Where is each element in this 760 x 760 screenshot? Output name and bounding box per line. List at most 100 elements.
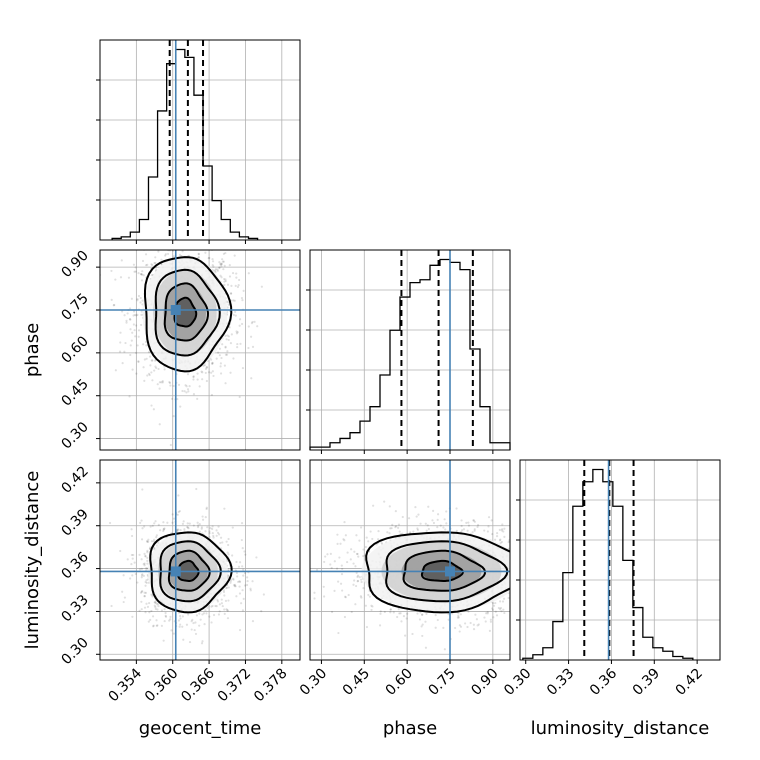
sample-point <box>513 620 515 622</box>
sample-point <box>220 276 223 279</box>
sample-point <box>147 620 150 623</box>
sample-point <box>207 371 211 374</box>
sample-point <box>136 299 139 302</box>
sample-point <box>144 591 148 594</box>
sample-point <box>119 341 122 344</box>
sample-point <box>424 522 427 525</box>
sample-point <box>143 358 146 361</box>
sample-point <box>121 310 124 313</box>
sample-point <box>178 242 180 244</box>
sample-point <box>219 362 222 365</box>
sample-point <box>493 604 496 607</box>
sample-point <box>204 367 208 370</box>
sample-point <box>511 557 513 559</box>
sample-point <box>169 443 172 447</box>
sample-point <box>225 587 228 590</box>
sample-point <box>240 322 244 326</box>
sample-point <box>370 608 373 612</box>
sample-point <box>241 366 245 370</box>
sample-point <box>169 384 172 387</box>
sample-point <box>436 513 440 516</box>
sample-point <box>487 516 491 519</box>
sample-point <box>211 527 214 531</box>
panel-inner <box>310 460 536 660</box>
sample-point <box>172 415 175 418</box>
sample-point <box>155 624 158 627</box>
sample-point <box>427 527 430 531</box>
sample-point <box>379 612 382 615</box>
sample-point <box>389 608 392 611</box>
sample-point <box>527 564 529 566</box>
sample-point <box>146 540 149 544</box>
sample-point <box>188 640 192 644</box>
sample-point <box>204 241 206 243</box>
sample-point <box>224 278 227 281</box>
panel-frame <box>309 249 511 451</box>
sample-point <box>459 625 463 628</box>
sample-point <box>128 307 132 310</box>
sample-point <box>476 523 480 527</box>
sample-point <box>354 565 357 568</box>
sample-point <box>205 365 208 369</box>
sample-point <box>186 245 188 247</box>
sample-point <box>145 579 148 582</box>
sample-point <box>182 638 185 641</box>
sample-point <box>191 618 194 621</box>
sample-point <box>499 608 502 611</box>
sample-point <box>185 623 189 626</box>
sample-point <box>458 630 461 633</box>
sample-point <box>229 292 233 295</box>
sample-point <box>214 270 217 274</box>
sample-point <box>220 356 223 360</box>
sample-point <box>512 538 514 540</box>
sample-point <box>191 227 193 229</box>
sample-point <box>148 601 151 605</box>
sample-point <box>136 581 139 584</box>
sample-point <box>137 335 140 338</box>
sample-point <box>534 543 536 545</box>
sample-point <box>367 540 370 543</box>
sample-point <box>344 534 347 537</box>
sample-point <box>490 519 493 522</box>
sample-point <box>148 230 150 232</box>
sample-point <box>243 550 246 553</box>
sample-point <box>134 335 137 338</box>
y-tick-label: 0.60 <box>58 333 91 366</box>
sample-point <box>208 615 211 618</box>
sample-point <box>397 608 400 611</box>
sample-point <box>198 523 201 526</box>
sample-point <box>236 575 239 578</box>
sample-point <box>226 617 230 620</box>
sample-point <box>392 611 395 614</box>
sample-point <box>190 248 192 250</box>
sample-point <box>434 614 437 617</box>
sample-point <box>232 299 235 302</box>
sample-point <box>365 536 368 539</box>
sample-point <box>339 542 342 545</box>
sample-point <box>161 380 164 383</box>
sample-point <box>522 528 524 530</box>
sample-point <box>186 526 190 529</box>
sample-point <box>360 578 363 581</box>
sample-point <box>143 594 146 598</box>
sample-point <box>164 253 168 256</box>
sample-point <box>237 284 240 287</box>
sample-point <box>467 524 471 527</box>
sample-point <box>160 624 164 627</box>
sample-point <box>238 318 242 321</box>
sample-point <box>177 494 180 497</box>
sample-point <box>149 525 152 528</box>
sample-point <box>251 580 254 583</box>
sample-point <box>143 606 147 609</box>
sample-point <box>349 558 352 561</box>
sample-point <box>501 528 504 531</box>
sample-point <box>226 322 229 325</box>
sample-point <box>176 513 179 516</box>
sample-point <box>138 553 141 556</box>
sample-point <box>527 601 529 603</box>
sample-point <box>355 571 358 574</box>
sample-point <box>218 347 222 350</box>
sample-point <box>240 296 244 300</box>
sample-point <box>371 605 374 608</box>
sample-point <box>514 530 516 532</box>
